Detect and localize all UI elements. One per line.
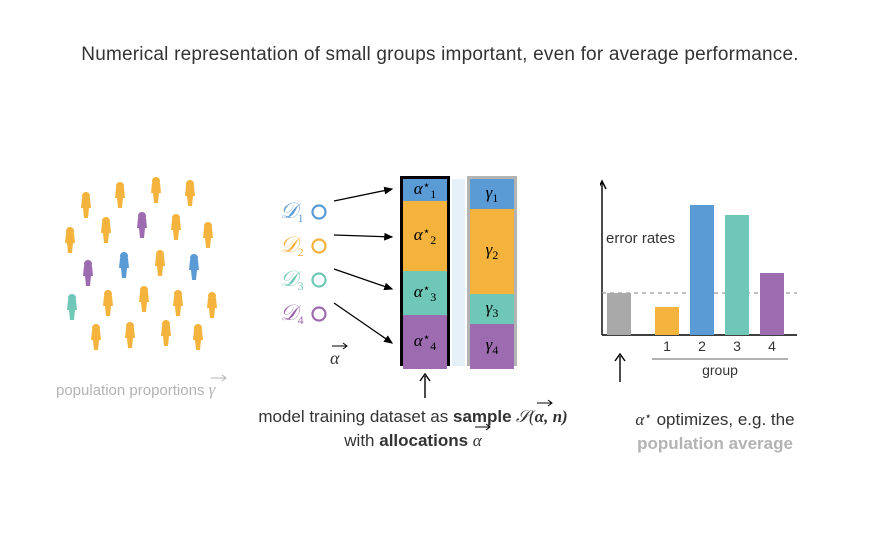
svg-text:1: 1 — [663, 338, 671, 354]
chart-bar — [725, 215, 749, 335]
arrow-up-to-avg-bar — [610, 350, 630, 384]
chart-bar — [760, 273, 784, 335]
chart-bar — [655, 307, 679, 335]
svg-text:group: group — [702, 362, 738, 378]
right-caption: α⋆ optimizes, e.g. the population averag… — [610, 408, 820, 456]
chart-bar — [607, 293, 631, 335]
error-rate-chart: 1 2 3 4 group — [600, 175, 830, 390]
svg-text:2: 2 — [698, 338, 706, 354]
arrow-up-to-alpha-stack — [415, 370, 435, 400]
chart-bar — [690, 205, 714, 335]
svg-text:3: 3 — [733, 338, 741, 354]
chart-ylabel: error rates — [606, 230, 675, 247]
middle-caption: model training dataset as sample 𝒮(α, n)… — [258, 405, 568, 453]
svg-text:4: 4 — [768, 338, 776, 354]
